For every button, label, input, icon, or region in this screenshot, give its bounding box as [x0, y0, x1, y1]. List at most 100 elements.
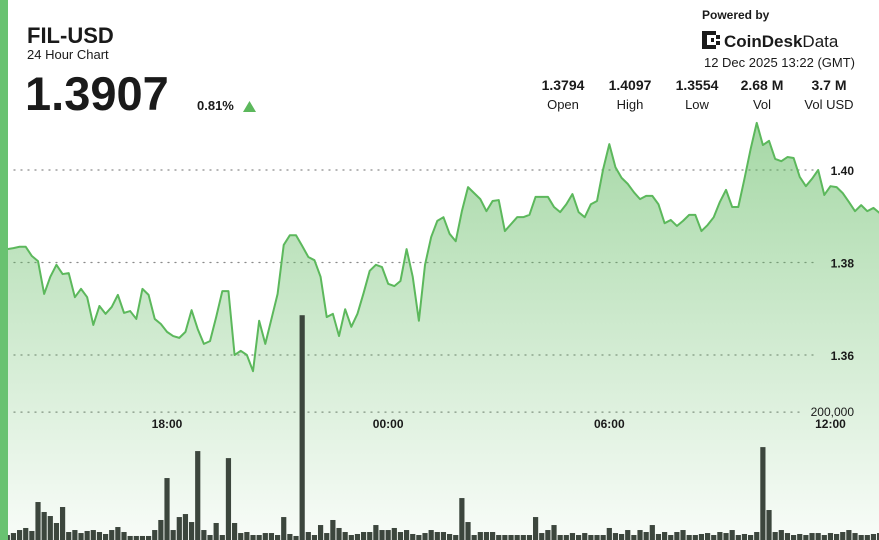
volume-bar — [655, 533, 662, 540]
volume-bar — [471, 535, 477, 540]
volume-bar — [760, 447, 766, 540]
volume-bar — [797, 533, 803, 540]
volume-bar — [459, 498, 465, 540]
volume-bar — [551, 525, 557, 540]
y2-tick-label: 200,000 — [811, 405, 855, 419]
volume-bar — [668, 535, 674, 540]
volume-bar — [594, 535, 600, 540]
stat-label: Vol USD — [804, 97, 853, 112]
volume-bar — [195, 451, 201, 540]
volume-bar — [139, 535, 146, 540]
volume-bar — [809, 533, 815, 540]
volume-bar — [729, 530, 735, 540]
volume-bar — [231, 522, 238, 540]
volume-bar — [483, 532, 490, 540]
y-tick-label: 1.40 — [831, 164, 855, 178]
volume-bar — [188, 522, 195, 540]
volume-bar — [66, 532, 72, 540]
volume-bar — [170, 530, 176, 540]
volume-bar — [612, 533, 619, 540]
brand: CoinDeskData — [724, 32, 839, 51]
volume-bar — [182, 514, 189, 540]
volume-bar — [557, 535, 563, 540]
volume-bar — [766, 510, 772, 540]
volume-bar — [397, 532, 404, 540]
volume-bar — [465, 522, 471, 540]
volume-bar — [23, 527, 29, 540]
volume-bar — [225, 458, 232, 540]
volume-bar — [336, 527, 342, 540]
brand-icon — [702, 31, 720, 49]
volume-bar — [741, 533, 748, 540]
brand-bold: CoinDesk — [724, 32, 803, 51]
volume-bar — [78, 533, 84, 540]
volume-bar — [643, 532, 649, 540]
brand-light: Data — [802, 32, 838, 51]
volume-bar — [747, 535, 754, 540]
volume-bar — [84, 530, 90, 540]
volume-bar — [631, 535, 637, 540]
volume-bar — [41, 511, 47, 540]
volume-bar — [539, 533, 545, 540]
subtitle: 24 Hour Chart — [27, 47, 109, 62]
volume-bar — [35, 502, 41, 540]
volume-bar — [446, 533, 453, 540]
volume-bar — [858, 535, 864, 540]
stat-label: Vol — [753, 97, 771, 112]
volume-bar — [877, 533, 879, 540]
volume-bar — [754, 532, 760, 540]
volume-bar — [115, 527, 121, 540]
stat-label: High — [617, 97, 644, 112]
volume-bar — [379, 530, 385, 540]
stat-value: 2.68 M — [741, 77, 784, 93]
volume-bar — [661, 532, 668, 540]
volume-bar — [410, 533, 416, 540]
volume-bar — [833, 533, 840, 540]
volume-bar — [330, 519, 336, 540]
x-tick-label: 18:00 — [152, 417, 183, 431]
plot-area: 1.36 1.38 1.40 200,000 18:00 00:00 06:00 12:00 — [4, 121, 879, 540]
stat-value: 1.3794 — [542, 77, 585, 93]
volume-bar — [354, 533, 361, 540]
volume-bar — [10, 533, 17, 540]
volume-bar — [16, 530, 23, 540]
volume-bar — [723, 533, 729, 540]
volume-bar — [569, 533, 576, 540]
volume-bar — [496, 535, 502, 540]
y-tick-label: 1.36 — [831, 349, 855, 363]
volume-bar — [489, 532, 496, 540]
volume-bar — [618, 533, 625, 540]
volume-bar — [244, 532, 250, 540]
volume-bar — [47, 516, 53, 540]
powered-by: Powered by — [702, 8, 770, 22]
volume-bar — [508, 535, 514, 540]
volume-bar — [711, 535, 717, 540]
volume-bar — [778, 530, 784, 540]
x-tick-label: 06:00 — [594, 417, 625, 431]
volume-bar — [790, 535, 797, 540]
volume-bar — [692, 535, 698, 540]
volume-bar — [96, 532, 103, 540]
volume-bar — [563, 535, 569, 540]
stat-label: Open — [547, 97, 579, 112]
labels: 1.36 1.38 1.40 200,000 18:00 00:00 06:00 12:00 — [152, 164, 855, 431]
area-fill — [7, 122, 879, 540]
volume-bar — [870, 533, 877, 540]
volume-bar — [360, 532, 367, 540]
volume-bar — [262, 533, 268, 540]
volume-bar — [281, 517, 287, 540]
volume-bar — [29, 530, 35, 540]
volume-bar — [59, 507, 66, 540]
stats: 1.3794 Open 1.4097 High 1.3554 Low 2.68 M Vol 3.… — [542, 77, 854, 112]
stat-value: 1.4097 — [609, 77, 652, 93]
x-tick-label: 12:00 — [815, 417, 846, 431]
volume-bar — [373, 525, 379, 540]
volume-bar — [434, 532, 440, 540]
volume-bar — [803, 535, 809, 540]
x-tick-label: 00:00 — [373, 417, 404, 431]
volume-bar — [311, 535, 318, 540]
stat-label: Low — [685, 97, 709, 112]
volume-bar — [342, 532, 348, 540]
volume-bar — [514, 535, 520, 540]
